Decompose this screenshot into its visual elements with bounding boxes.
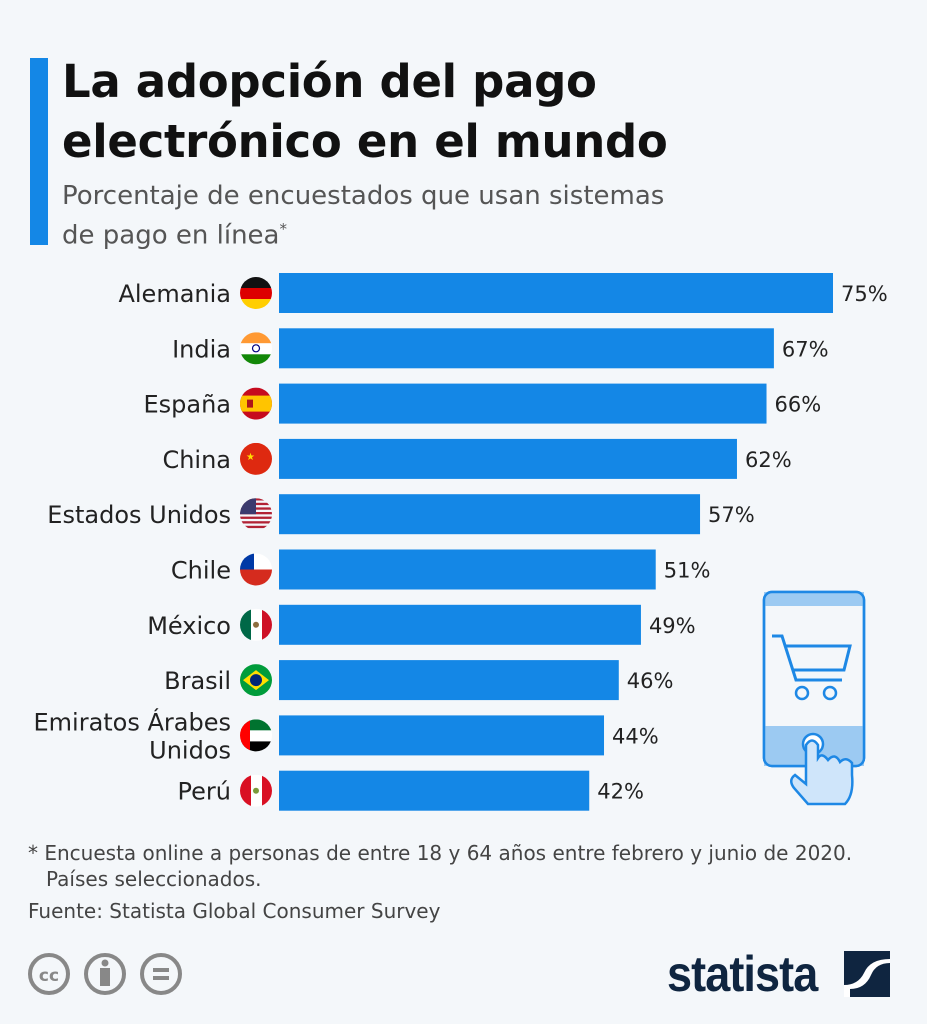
flag-peru-icon: [240, 774, 272, 807]
value-label: 42%: [597, 780, 644, 804]
footnote: * Encuesta online a personas de entre 18…: [28, 840, 852, 892]
category-label: Perú: [178, 778, 231, 806]
value-label: 75%: [841, 282, 888, 306]
flag-india-icon: [240, 332, 272, 365]
bar-Emiratos Árabes Unidos: [279, 715, 605, 756]
flag-brazil-icon: [240, 664, 272, 697]
value-label: 66%: [775, 393, 822, 417]
bar-Brasil: [279, 660, 619, 701]
category-label: Alemania: [118, 280, 231, 308]
footnote-line-1: * Encuesta online a personas de entre 18…: [28, 841, 853, 865]
category-label: Brasil: [164, 667, 231, 695]
bar-Chile: [279, 549, 656, 590]
bar-Estados Unidos: [279, 494, 701, 535]
category-label: México: [147, 612, 231, 640]
value-label: 62%: [745, 448, 792, 472]
chart-title: La adopción del pago electrónico en el m…: [62, 52, 668, 172]
statista-logo-icon: [844, 951, 891, 997]
category-label: India: [172, 335, 231, 363]
bar-Perú: [279, 770, 590, 811]
nd-icon[interactable]: [140, 953, 182, 995]
svg-text:★: ★: [246, 452, 255, 463]
flag-usa-icon: [240, 498, 272, 529]
by-icon[interactable]: [84, 953, 126, 995]
flag-germany-icon: [240, 277, 272, 309]
subtitle-line-2: de pago en línea: [62, 220, 280, 251]
creative-commons-icons[interactable]: cc: [27, 952, 187, 1000]
bar-España: [279, 383, 767, 424]
cc-icon[interactable]: [28, 953, 70, 995]
flag-mexico-icon: [240, 608, 272, 641]
phone-cart-illustration: [762, 590, 866, 806]
category-label: España: [143, 391, 231, 419]
bar-China: [279, 438, 737, 479]
bar-México: [279, 604, 641, 645]
flag-china-icon: ★: [240, 442, 272, 475]
title-line-1: La adopción del pago: [62, 55, 597, 108]
title-line-2: electrónico en el mundo: [62, 115, 668, 168]
value-label: 57%: [708, 503, 755, 527]
svg-text:cc: cc: [39, 966, 59, 986]
subtitle-line-1: Porcentaje de encuestados que usan siste…: [62, 181, 665, 211]
source-note: Fuente: Statista Global Consumer Survey: [28, 899, 441, 923]
value-label: 44%: [612, 724, 659, 748]
chart-subtitle: Porcentaje de encuestados que usan siste…: [62, 180, 664, 253]
title-accent-bar: [30, 58, 48, 245]
value-label: 46%: [627, 669, 674, 693]
subtitle-asterisk: *: [279, 220, 287, 238]
bar-chart: 75% Alemania 67% India 66% España 62% China ★ 57%…: [33, 273, 888, 811]
value-label: 49%: [649, 614, 696, 638]
category-label: Estados Unidos: [47, 501, 231, 529]
flag-spain-icon: [240, 387, 272, 420]
statista-wordmark: statista: [667, 946, 818, 1002]
bar-Alemania: [279, 273, 833, 313]
flag-chile-icon: [240, 553, 272, 586]
category-label: China: [162, 446, 231, 474]
value-label: 67%: [782, 337, 829, 361]
statista-logo[interactable]: statista: [667, 945, 891, 1003]
category-label: Emiratos Árabes Unidos: [33, 707, 231, 764]
bar-India: [279, 328, 774, 369]
flag-uae-icon: [240, 719, 272, 752]
footnote-line-2: Países seleccionados.: [46, 867, 262, 891]
category-label: Chile: [171, 557, 231, 585]
value-label: 51%: [664, 559, 711, 583]
